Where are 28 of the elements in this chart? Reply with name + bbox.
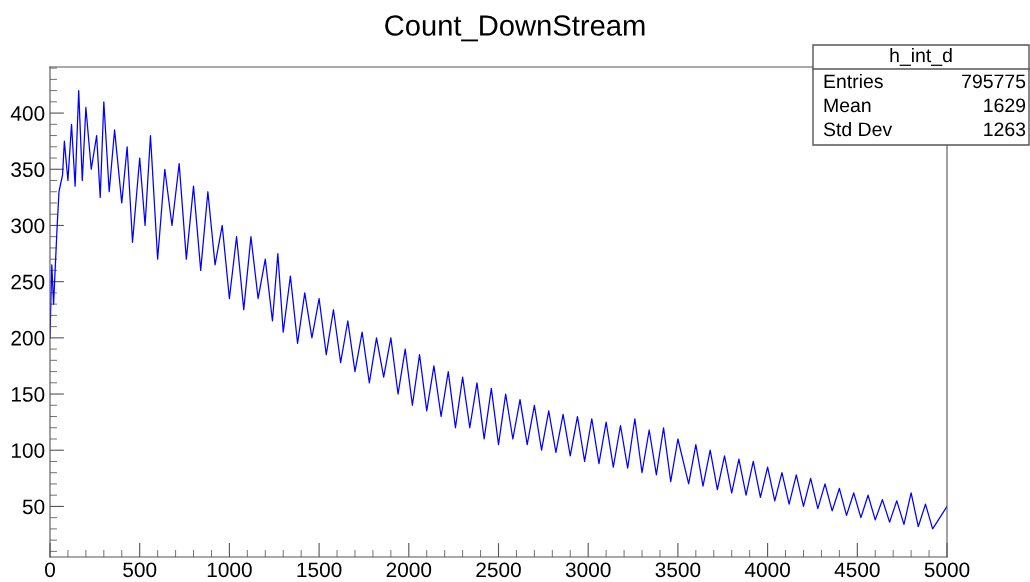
x-tick-label: 3500 (655, 562, 701, 578)
y-tick-label: 200 (11, 330, 45, 346)
y-tick-label: 50 (22, 499, 45, 515)
x-tick-label: 5000 (924, 562, 970, 578)
x-tick-label: 2000 (386, 562, 432, 578)
x-tick-label: 500 (123, 562, 157, 578)
y-tick-label: 300 (11, 218, 45, 234)
x-tick-label: 4000 (744, 562, 790, 578)
annotation: Std Dev (823, 121, 893, 137)
x-tick-label: 1500 (297, 562, 342, 578)
annotation: Mean (824, 98, 871, 113)
y-tick-label: 250 (11, 274, 45, 290)
text: h_int_d (890, 47, 952, 66)
y-tick-label: 350 (11, 162, 45, 178)
text: 795775 (962, 74, 1026, 89)
y-tick-label: 150 (11, 387, 45, 402)
x-tick-label: 4500 (834, 562, 880, 578)
text: 1263 (984, 122, 1026, 137)
x-tick-label: 0 (45, 562, 55, 578)
y-tick-label: 100 (11, 443, 45, 458)
x-tick-label: 3000 (565, 562, 611, 578)
text: 1629 (984, 98, 1026, 113)
x-tick-label: 1000 (207, 562, 252, 578)
line-series (50, 89, 947, 530)
y-tick-label: 400 (10, 106, 45, 121)
chart-title: Count_DownStream (385, 15, 645, 42)
x-tick-label: 2500 (476, 562, 521, 578)
annotation: Entries (824, 73, 883, 89)
